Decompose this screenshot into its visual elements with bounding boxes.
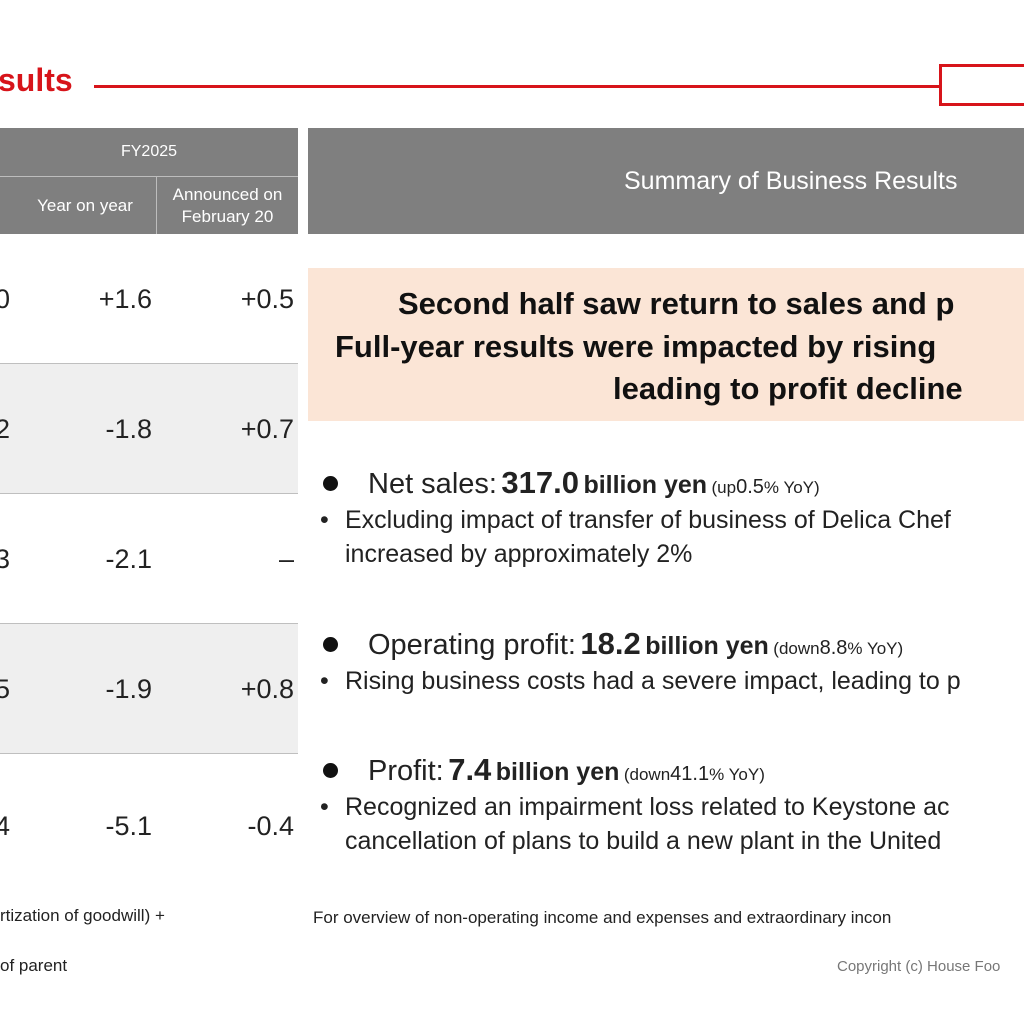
profit-label: Profit: [368, 755, 444, 787]
title-frame [939, 64, 1024, 106]
profit-change-word: (down [623, 765, 671, 784]
net-sales-change-word: (up [711, 478, 737, 497]
cell-announced: – [278, 543, 294, 574]
header-divider [0, 176, 298, 177]
profit-detail: cancellation of plans to build a new pla… [345, 827, 942, 855]
table-header [0, 128, 298, 234]
cell-announced: -0.4 [247, 810, 294, 841]
operating-profit-detail: Rising business costs had a severe impac… [345, 667, 961, 695]
profit-detail: Recognized an impairment loss related to… [345, 793, 950, 821]
column-header-announced: Announced on February 20 [172, 184, 283, 226]
net-sales-label: Net sales: [368, 468, 497, 500]
bullet-icon [323, 763, 338, 778]
net-sales-detail: increased by approximately 2% [345, 540, 693, 568]
header-column-divider [156, 177, 157, 234]
headline-line: leading to profit decline [613, 371, 963, 406]
summary-header: Summary of Business Results [624, 167, 958, 195]
cell-yoy: +1.6 [98, 283, 152, 314]
operating-profit-label: Operating profit: [368, 629, 576, 661]
cell-previous: 2 [0, 413, 10, 444]
net-sales-line: Net sales: 317.0 billion yen (up0.5% YoY… [368, 465, 820, 501]
profit-unit: billion yen [495, 758, 620, 786]
summary-header-bar [308, 128, 1024, 234]
profit-value: 7.4 [448, 752, 492, 787]
cell-yoy: -1.8 [105, 413, 152, 444]
net-sales-unit: billion yen [583, 471, 708, 499]
column-header-yoy: Year on year [37, 195, 133, 215]
net-sales-change-value: 0.5 [736, 476, 764, 498]
operating-profit-change-value: 8.8 [819, 637, 848, 659]
table-row: 5 -1.9 +0.8 [0, 624, 298, 754]
cell-announced: +0.7 [240, 413, 294, 444]
cell-announced: +0.8 [240, 673, 294, 704]
headline-box: Second half saw return to sales and p Fu… [308, 268, 1024, 421]
table-note: of parent [0, 956, 68, 975]
operating-profit-change-suffix: % YoY) [847, 639, 904, 658]
cell-yoy: -2.1 [105, 543, 152, 574]
footnote: For overview of non-operating income and… [313, 908, 892, 927]
table-row: 0 +1.6 +0.5 [0, 234, 298, 364]
operating-profit-value: 18.2 [580, 626, 641, 661]
profit-line: Profit: 7.4 billion yen (down41.1% YoY) [368, 752, 765, 788]
detail-bullet-icon: • [320, 667, 329, 695]
operating-profit-unit: billion yen [645, 632, 769, 660]
table-note: rtization of goodwill) + [0, 906, 165, 925]
bullet-icon [323, 637, 338, 652]
cell-previous: 4 [0, 810, 10, 841]
net-sales-detail: Excluding impact of transfer of business… [345, 506, 951, 534]
profit-change-suffix: % YoY) [709, 765, 765, 784]
detail-bullet-icon: • [320, 793, 329, 821]
cell-yoy: -1.9 [105, 673, 152, 704]
headline-line: Second half saw return to sales and p [398, 286, 955, 321]
page-title: sults [0, 62, 73, 98]
bullet-icon [323, 476, 338, 491]
detail-bullet-icon: • [320, 506, 329, 534]
operating-profit-change-word: (down [773, 639, 820, 658]
cell-previous: 0 [0, 283, 10, 314]
operating-profit-line: Operating profit: 18.2 billion yen (down… [368, 626, 903, 662]
net-sales-change-suffix: % YoY) [763, 478, 820, 497]
cell-previous: 3 [0, 543, 10, 574]
cell-announced: +0.5 [240, 283, 294, 314]
copyright: Copyright (c) House Foo [837, 958, 1001, 975]
title-rule [94, 85, 942, 88]
net-sales-value: 317.0 [501, 465, 579, 500]
fy-label: FY2025 [120, 143, 178, 160]
cell-previous: 5 [0, 673, 10, 704]
table-row: 4 -5.1 -0.4 [0, 761, 298, 891]
profit-change-value: 41.1 [670, 763, 710, 785]
table-row: 2 -1.8 +0.7 [0, 364, 298, 494]
table-row: 3 -2.1 – [0, 494, 298, 624]
headline-line: Full-year results were impacted by risin… [335, 329, 937, 364]
cell-yoy: -5.1 [105, 810, 152, 841]
